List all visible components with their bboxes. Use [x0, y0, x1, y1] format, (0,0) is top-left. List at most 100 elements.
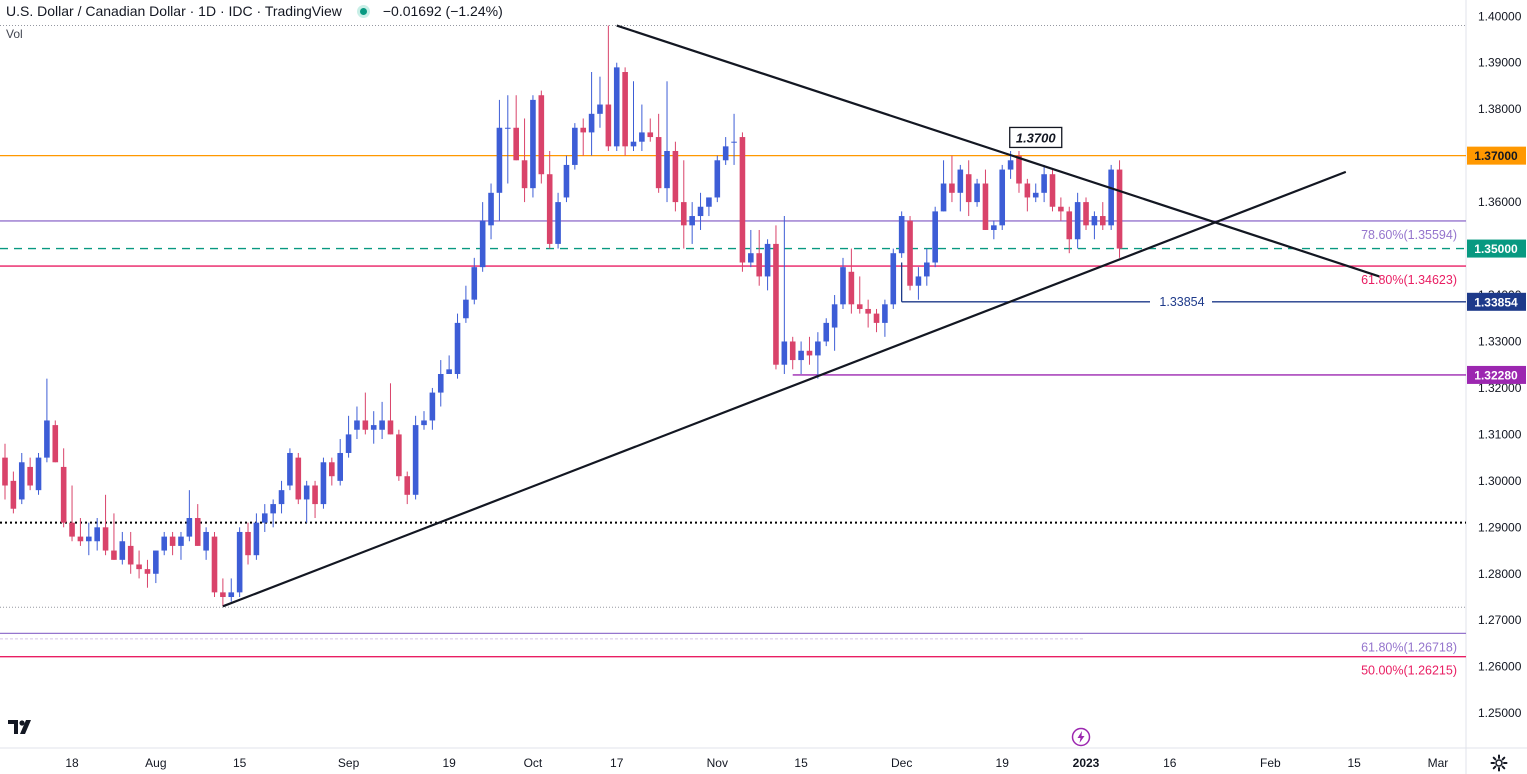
candle-19: [161, 531, 168, 556]
candle-117: [982, 169, 989, 230]
candle-body-80: [672, 150, 679, 203]
candle-body-32: [270, 504, 276, 514]
candle-83: [697, 192, 704, 230]
axis-badge-text-2: 1.35000: [1474, 242, 1518, 256]
candle-96: [806, 336, 813, 365]
candle-body-115: [965, 174, 972, 203]
symbol-title[interactable]: U.S. Dollar / Canadian Dollar · 1D · IDC…: [6, 3, 342, 19]
candle-body-89: [748, 253, 754, 263]
candle-body-60: [505, 127, 511, 129]
candle-body-7: [60, 466, 67, 523]
candle-body-110: [924, 262, 930, 277]
candle-62: [521, 118, 528, 203]
y-tick-8: 1.33000: [1478, 334, 1522, 348]
price-axis[interactable]: 1.25000 1.26000 1.27000 1.28000 1.29000 1.300…: [1467, 9, 1526, 720]
candle-body-107: [898, 216, 905, 254]
candle-body-64: [538, 95, 545, 175]
candle-115: [965, 160, 972, 217]
candle-4: [35, 452, 42, 495]
candle-body-73: [613, 67, 620, 147]
gear-icon[interactable]: [1490, 754, 1508, 772]
candle-body-20: [169, 536, 176, 546]
candle-53: [446, 355, 452, 374]
candle-body-83: [697, 206, 704, 217]
candle-25: [211, 531, 218, 598]
candle-85: [714, 155, 721, 203]
tradingview-logo-icon[interactable]: [8, 718, 34, 736]
candle-body-59: [496, 127, 503, 193]
candle-body-124: [1041, 174, 1047, 193]
annotation-text: 1.3700: [1016, 130, 1057, 145]
candle-body-65: [546, 174, 553, 244]
candle-113: [949, 155, 955, 203]
candle-body-57: [479, 220, 486, 268]
candle-body-105: [882, 304, 888, 323]
candle-body-106: [890, 253, 897, 305]
candle-82: [689, 202, 695, 244]
candle-91: [764, 239, 771, 291]
trendlines[interactable]: [222, 24, 1380, 608]
candle-92: [773, 225, 779, 370]
axis-badge-5: [1467, 365, 1526, 384]
candle-body-131: [1099, 216, 1106, 226]
candle-66: [555, 192, 561, 249]
candle-15: [127, 531, 134, 574]
candle-body-92: [773, 243, 779, 365]
candle-60: [505, 95, 511, 184]
candle-129: [1083, 197, 1089, 230]
candle-21: [178, 531, 184, 560]
candle-125: [1049, 169, 1056, 212]
candle-110: [924, 248, 930, 286]
axis-badge-2: [1467, 239, 1526, 258]
candle-65: [546, 150, 553, 249]
y-tick-0: 1.25000: [1478, 706, 1522, 720]
candle-80: [672, 141, 679, 212]
candle-body-25: [211, 536, 218, 593]
fib-label-3: 61.80%(1.34623): [1361, 273, 1457, 287]
candle-body-126: [1058, 206, 1064, 212]
y-tick-15: 1.40000: [1478, 9, 1522, 23]
candle-131: [1099, 202, 1106, 230]
candle-12: [102, 494, 109, 556]
lightning-icon[interactable]: [1071, 727, 1091, 747]
candle-133: [1116, 160, 1123, 258]
candle-29: [245, 522, 251, 565]
candle-body-99: [831, 304, 838, 328]
candle-69: [580, 118, 587, 156]
candle-body-94: [789, 341, 796, 361]
candle-body-19: [161, 536, 168, 551]
time-axis[interactable]: 18 Aug 15 Sep 19 Oct 17 Nov 15 Dec 19 2023 16 Feb 15 Ma…: [65, 756, 1448, 770]
x-tick-8: 15: [794, 756, 808, 770]
candle-31: [261, 504, 268, 532]
candle-86: [722, 137, 729, 165]
candle-106: [890, 248, 897, 309]
candle-body-3: [27, 466, 33, 486]
x-tick-6: 17: [610, 756, 624, 770]
axis-badge-4: [1467, 292, 1526, 311]
fib-label-1: 78.60%(1.35594): [1361, 228, 1457, 242]
candle-94: [789, 336, 796, 370]
candle-body-100: [840, 267, 846, 305]
candle-body-117: [982, 183, 989, 230]
candle-body-27: [228, 592, 235, 598]
candle-body-22: [186, 518, 193, 537]
candle-87: [731, 113, 737, 165]
candle-body-132: [1108, 169, 1114, 226]
candle-body-50: [421, 420, 427, 426]
candle-2: [18, 452, 25, 505]
candle-24: [203, 527, 209, 560]
y-tick-11: 1.36000: [1478, 195, 1522, 209]
y-tick-7: 1.32000: [1478, 381, 1522, 395]
volume-legend[interactable]: Vol: [6, 27, 23, 41]
x-tick-15: Mar: [1428, 756, 1449, 770]
candle-36: [303, 480, 310, 523]
x-tick-14: 15: [1348, 756, 1362, 770]
axis-badge-0: [1467, 146, 1526, 165]
candle-28: [236, 527, 243, 598]
axis-badge-text-5: 1.32280: [1474, 368, 1518, 382]
candle-body-44: [370, 425, 377, 430]
candle-body-39: [329, 462, 335, 477]
candle-47: [396, 429, 402, 481]
candle-122: [1024, 178, 1031, 212]
